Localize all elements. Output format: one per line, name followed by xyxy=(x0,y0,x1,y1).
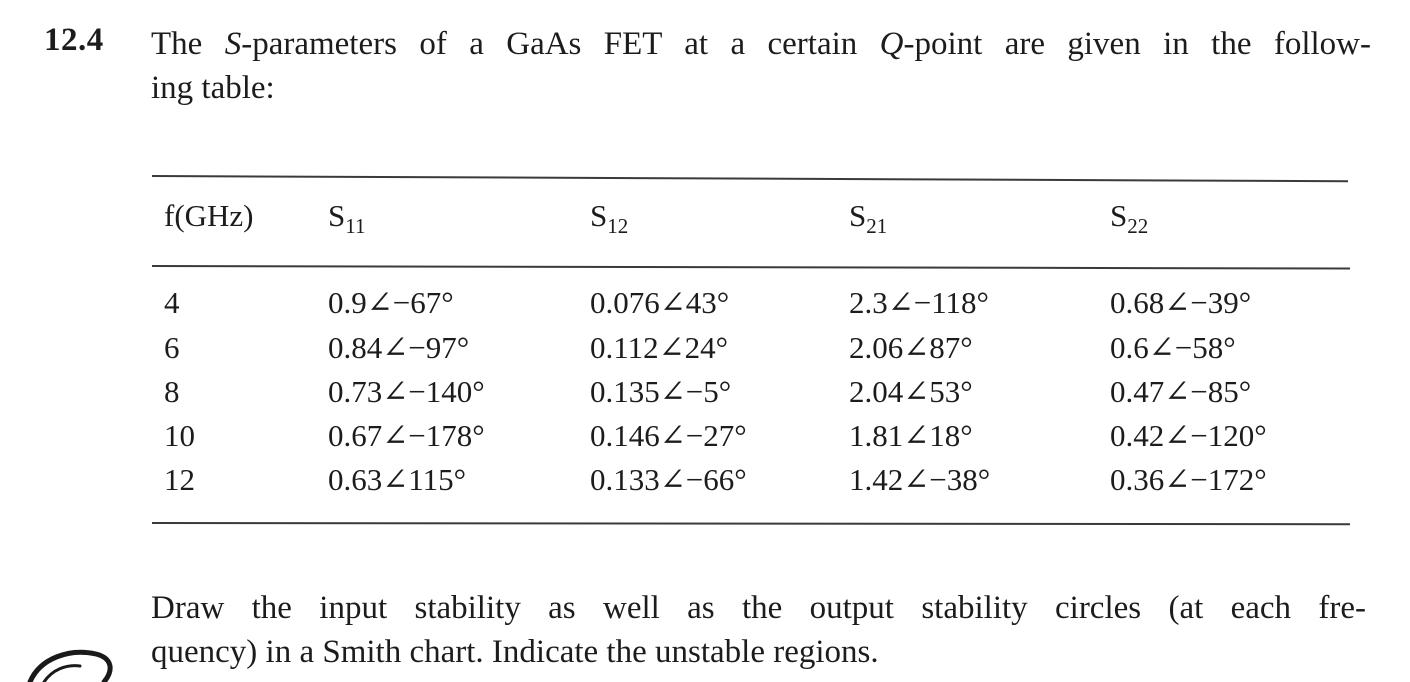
table-cell-s21: 1.81∠18° xyxy=(849,418,973,453)
table-cell-s21: 2.04∠53° xyxy=(849,374,973,409)
table-cell-s22: 0.42∠−120° xyxy=(1110,418,1267,453)
header-frequency: f(GHz) xyxy=(164,198,254,233)
problem-number: 12.4 xyxy=(44,22,104,58)
table-cell-s21: 2.06∠87° xyxy=(849,330,973,365)
table-cell-s11: 0.73∠−140° xyxy=(328,374,485,409)
table-cell-s21: 2.3∠−118° xyxy=(849,285,989,320)
header-s21-sub: 21 xyxy=(866,214,888,238)
problem-text-b: -parameters of a GaAs FET at a certain xyxy=(241,26,880,62)
table-cell-s12: 0.135∠−5° xyxy=(590,374,732,409)
header-s11-sub: 11 xyxy=(345,214,366,238)
problem-statement: The S-parameters of a GaAs FET at a cert… xyxy=(151,22,1371,110)
header-s11-base: S xyxy=(328,198,346,233)
problem-line-1: The S-parameters of a GaAs FET at a cert… xyxy=(151,22,1371,66)
table-header-rule xyxy=(151,265,1350,270)
handwritten-ink-mark xyxy=(27,649,113,682)
problem-instruction: Draw the input stability as well as the … xyxy=(151,586,1366,674)
table-cell-s11: 0.63∠115° xyxy=(328,462,466,497)
table-cell-s12: 0.112∠24° xyxy=(590,330,728,365)
table-cell-s12: 0.076∠43° xyxy=(590,285,730,320)
header-s12-base: S xyxy=(590,198,608,233)
header-s21: S21 xyxy=(849,198,887,239)
header-s22-sub: 22 xyxy=(1127,214,1149,238)
s-variable: S xyxy=(224,26,242,62)
problem-text-c: -point are given in the follow- xyxy=(903,26,1372,62)
table-cell-f: 4 xyxy=(164,285,180,320)
header-s21-base: S xyxy=(849,198,867,233)
table-top-rule xyxy=(151,175,1348,183)
header-s22: S22 xyxy=(1110,198,1148,239)
table-cell-f: 8 xyxy=(164,374,180,409)
table-bottom-rule xyxy=(151,522,1351,526)
table-cell-s11: 0.67∠−178° xyxy=(328,418,485,453)
table-cell-s21: 1.42∠−38° xyxy=(849,462,991,497)
table-cell-s11: 0.84∠−97° xyxy=(328,330,470,365)
problem-text-a: The xyxy=(151,26,225,62)
table-cell-s22: 0.47∠−85° xyxy=(1110,374,1252,409)
instruction-line-1: Draw the input stability as well as the … xyxy=(151,590,1366,626)
table-cell-f: 10 xyxy=(164,418,195,453)
table-cell-s22: 0.36∠−172° xyxy=(1110,462,1267,497)
table-cell-s12: 0.146∠−27° xyxy=(590,418,747,453)
header-s22-base: S xyxy=(1110,198,1128,233)
table-cell-s12: 0.133∠−66° xyxy=(590,462,747,497)
table-cell-s22: 0.68∠−39° xyxy=(1110,285,1252,320)
header-s12: S12 xyxy=(590,198,628,239)
table-cell-f: 6 xyxy=(164,330,180,365)
table-cell-s11: 0.9∠−67° xyxy=(328,285,454,320)
table-cell-f: 12 xyxy=(164,462,195,497)
q-variable: Q xyxy=(879,26,904,62)
header-s12-sub: 12 xyxy=(607,214,629,238)
problem-line-2: ing table: xyxy=(151,70,275,106)
instruction-line-2: quency) in a Smith chart. Indicate the u… xyxy=(151,634,879,670)
header-s11: S11 xyxy=(328,198,365,239)
table-cell-s22: 0.6∠−58° xyxy=(1110,330,1236,365)
